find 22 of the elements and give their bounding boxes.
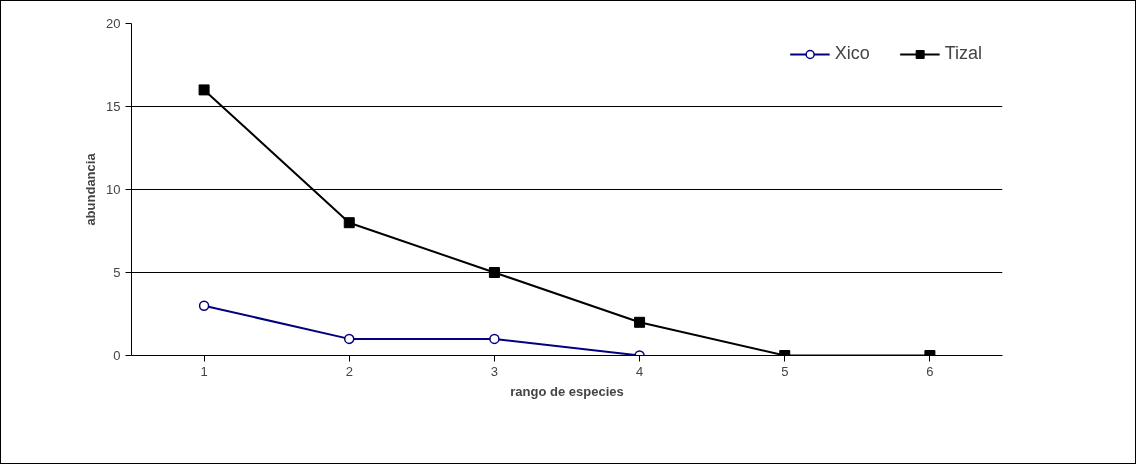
legend-label: Tizal	[944, 43, 982, 64]
x-tick-label: 5	[781, 363, 789, 379]
y-tick-label: 10	[106, 182, 121, 197]
y-tick-label: 5	[113, 265, 121, 280]
x-tick-label: 1	[200, 363, 208, 379]
point	[198, 300, 210, 311]
point	[489, 333, 500, 345]
point	[198, 84, 210, 96]
legend-label: Xico	[834, 43, 870, 64]
point	[488, 267, 500, 278]
x-tick-label: 4	[635, 363, 644, 379]
point	[343, 217, 355, 229]
point	[634, 316, 646, 328]
x-tick-label: 6	[926, 363, 934, 379]
x-tick-label: 2	[345, 363, 353, 379]
y-axis-title: abundancia	[83, 152, 99, 226]
x-tick-label: 3	[490, 363, 499, 379]
y-tick-label: 15	[106, 99, 121, 114]
x-axis-title: rango de especies	[510, 383, 624, 399]
y-tick-label: 0	[113, 348, 121, 363]
y-tick-label: 20	[106, 16, 121, 31]
point	[344, 333, 355, 345]
